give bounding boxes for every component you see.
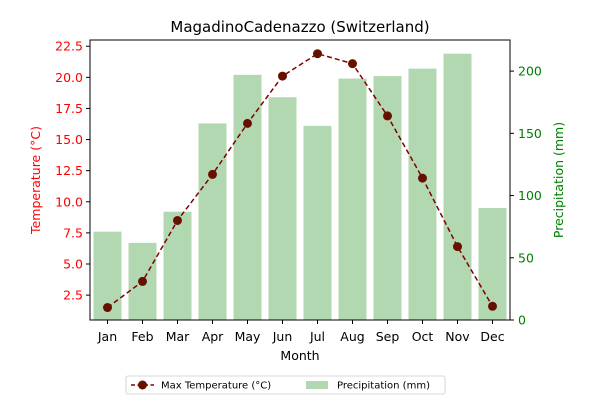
legend-temperature-marker-swatch	[138, 380, 147, 390]
right-tick-label: 0	[518, 313, 526, 328]
temperature-point-feb	[138, 276, 147, 286]
left-tick-label: 2.5	[63, 288, 83, 303]
x-tick-label: Oct	[412, 329, 434, 344]
left-tick-label: 20.0	[55, 70, 83, 85]
legend-frame	[125, 375, 446, 395]
legend-precipitation-label: Precipitation (mm)	[337, 381, 430, 392]
x-axis-label: Month	[280, 348, 319, 363]
x-tick-label: Dec	[480, 329, 504, 344]
legend-temperature-label: Max Temperature (°C)	[161, 381, 271, 392]
x-tick-label: Apr	[202, 329, 224, 344]
x-tick-label: Nov	[445, 329, 470, 344]
precipitation-bar-jun	[268, 97, 297, 321]
left-axis-ticks: 2.5 5.0 7.5 10.0 12.5 15.0 17.5 20.0 22.5	[55, 39, 90, 303]
legend-precipitation-swatch	[306, 381, 328, 389]
left-tick-label: 15.0	[55, 132, 83, 147]
legend: Max Temperature (°C) Precipitation (mm)	[125, 375, 446, 395]
temperature-point-apr	[208, 169, 217, 179]
precipitation-bar-oct	[408, 68, 437, 321]
x-axis-ticks: Jan Feb Mar Apr May Jun Jul Aug Sep Oct Nov Dec	[97, 320, 505, 344]
x-tick-label: Mar	[166, 329, 190, 344]
x-tick-label: Jul	[309, 329, 325, 344]
temperature-point-jan	[103, 303, 112, 313]
precipitation-bar-mar	[163, 211, 192, 320]
right-axis-ticks: 0 50 100 150 200	[510, 64, 542, 328]
right-tick-label: 150	[518, 126, 542, 141]
precipitation-bar-dec	[478, 208, 507, 320]
left-axis-label: Temperature (°C)	[28, 126, 43, 235]
right-axis-label: Precipitation (mm)	[551, 122, 566, 238]
temperature-line	[107, 52, 494, 309]
x-tick-label: Jan	[97, 329, 117, 344]
temperature-point-sep	[383, 111, 392, 121]
temperature-point-jun	[278, 71, 287, 81]
right-tick-label: 100	[518, 188, 542, 203]
right-tick-label: 200	[518, 64, 542, 79]
temperature-point-dec	[488, 301, 497, 311]
left-tick-label: 5.0	[63, 257, 83, 272]
right-tick-label: 50	[518, 250, 534, 265]
precipitation-bar-aug	[338, 78, 367, 320]
precipitation-bar-nov	[443, 53, 472, 320]
left-tick-label: 10.0	[55, 194, 83, 209]
left-tick-label: 12.5	[55, 163, 83, 178]
plot-frame	[89, 39, 511, 321]
temperature-point-mar	[173, 215, 182, 225]
temperature-point-jul	[313, 49, 322, 59]
x-tick-label: Feb	[131, 329, 153, 344]
precipitation-bar-apr	[198, 123, 227, 320]
precipitation-bars	[93, 53, 507, 321]
precipitation-bar-may	[233, 74, 262, 320]
chart-title: MagadinoCadenazzo (Switzerland)	[170, 18, 429, 36]
temperature-point-aug	[348, 59, 357, 69]
temperature-point-oct	[418, 173, 427, 183]
x-tick-label: Aug	[340, 329, 364, 344]
left-tick-label: 7.5	[63, 225, 83, 240]
left-tick-label: 17.5	[55, 101, 83, 116]
x-tick-label: Jun	[272, 329, 293, 344]
x-tick-label: May	[235, 329, 261, 344]
temperature-line-layer	[103, 49, 497, 313]
temperature-point-may	[243, 118, 252, 128]
x-tick-label: Sep	[376, 329, 400, 344]
left-tick-label: 22.5	[55, 39, 83, 54]
temperature-point-nov	[453, 242, 462, 252]
precipitation-bar-jul	[303, 125, 332, 321]
